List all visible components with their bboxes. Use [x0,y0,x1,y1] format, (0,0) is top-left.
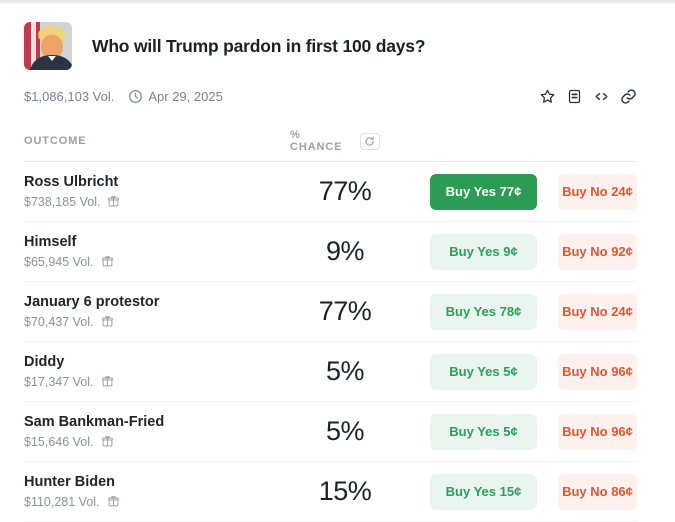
outcome-row: January 6 protestor $70,437 Vol. 77% Buy… [24,282,637,342]
gift-icon[interactable] [101,315,114,328]
buy-yes-button[interactable]: Buy Yes 78¢ [430,293,537,330]
buy-no-button[interactable]: Buy No 92¢ [558,233,637,270]
outcome-name: Diddy [24,353,65,370]
end-date-group: Apr 29, 2025 [128,89,223,104]
link-icon[interactable] [620,88,637,105]
chance-value: 5% [325,356,365,386]
outcome-volume: $17,347 Vol. [24,374,94,389]
buy-no-button[interactable]: Buy No 96¢ [558,413,637,450]
buy-yes-button[interactable]: Buy Yes 5¢ [430,413,537,450]
market-header: Who will Trump pardon in first 100 days? [24,22,637,70]
chance-value: 5% [325,416,365,446]
outcome-row: Himself $65,945 Vol. 9% Buy Yes 9¢ Buy N… [24,222,637,282]
top-divider-bar [0,0,675,4]
buy-no-button[interactable]: Buy No 24¢ [558,173,637,210]
outcome-list: Ross Ulbricht $738,185 Vol. 77% Buy Yes … [24,162,637,522]
buy-yes-button[interactable]: Buy Yes 77¢ [430,173,537,210]
outcome-row: Hunter Biden $110,281 Vol. 15% Buy Yes 1… [24,462,637,522]
chance-value: 15% [318,476,372,506]
gift-icon[interactable] [107,195,120,208]
page-title: Who will Trump pardon in first 100 days? [92,35,426,56]
buy-no-button[interactable]: Buy No 86¢ [558,473,637,510]
chance-column-header: % CHANCE [290,129,430,153]
chance-value: 77% [318,176,372,206]
outcome-column-header: OUTCOME [24,135,87,147]
gift-icon[interactable] [101,435,114,448]
chance-column-label: % CHANCE [290,129,343,153]
outcome-volume: $15,646 Vol. [24,434,94,449]
outcome-row: Sam Bankman-Fried $15,646 Vol. 5% Buy Ye… [24,402,637,462]
outcome-volume: $738,185 Vol. [24,194,101,209]
outcome-name: Hunter Biden [24,473,116,490]
outcome-row: Diddy $17,347 Vol. 5% Buy Yes 5¢ Buy No … [24,342,637,402]
buy-no-button[interactable]: Buy No 96¢ [558,353,637,390]
chance-value: 9% [325,236,365,266]
star-icon[interactable] [539,88,556,105]
outcome-name: Sam Bankman-Fried [24,413,165,430]
market-avatar [24,22,72,70]
buy-yes-button[interactable]: Buy Yes 15¢ [430,473,537,510]
document-icon[interactable] [566,88,583,105]
gift-icon[interactable] [107,495,120,508]
refresh-icon[interactable] [359,132,380,150]
outcome-name: Himself [24,233,77,250]
market-meta: $1,086,103 Vol. Apr 29, 2025 [24,88,637,105]
outcome-row: Ross Ulbricht $738,185 Vol. 77% Buy Yes … [24,162,637,222]
market-volume: $1,086,103 Vol. [24,89,115,104]
outcome-name: January 6 protestor [24,293,160,310]
table-header: OUTCOME % CHANCE [24,129,637,162]
chance-value: 77% [318,296,372,326]
outcome-volume: $70,437 Vol. [24,314,94,329]
embed-code-icon[interactable] [593,88,610,105]
gift-icon[interactable] [101,255,114,268]
buy-no-button[interactable]: Buy No 24¢ [558,293,637,330]
outcome-name: Ross Ulbricht [24,173,119,190]
market-actions [539,88,637,105]
buy-yes-button[interactable]: Buy Yes 9¢ [430,233,537,270]
outcome-volume: $65,945 Vol. [24,254,94,269]
outcome-volume: $110,281 Vol. [24,494,100,509]
buy-yes-button[interactable]: Buy Yes 5¢ [430,353,537,390]
end-date: Apr 29, 2025 [148,89,223,104]
gift-icon[interactable] [101,375,114,388]
clock-icon [128,89,143,104]
